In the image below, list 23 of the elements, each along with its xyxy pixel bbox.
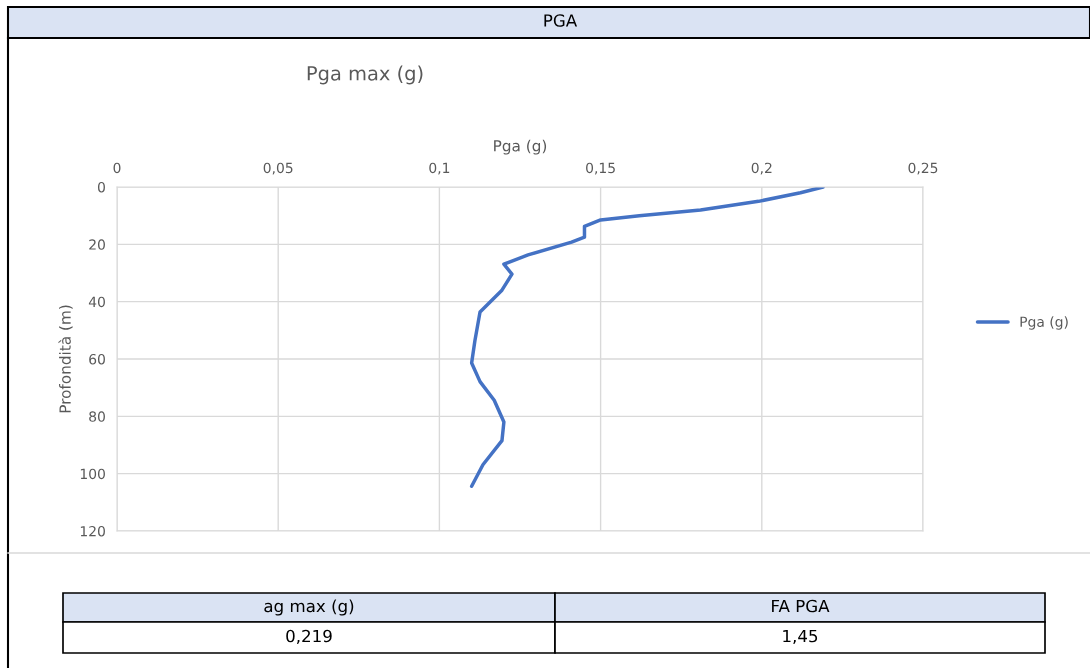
x-tick-label: 0,2 xyxy=(751,162,772,175)
y-tick-label: 120 xyxy=(80,525,105,537)
x-tick-label: 0,25 xyxy=(908,162,938,175)
y-tick-label: 100 xyxy=(80,468,105,480)
x-axis-title: Pga (g) xyxy=(494,139,547,155)
y-tick-label: 20 xyxy=(89,239,105,250)
x-tick-label: 0,15 xyxy=(586,162,615,175)
y-tick-label: 80 xyxy=(89,411,105,422)
chart-subtitle: Pga max (g) xyxy=(307,65,423,85)
y-tick-label: 60 xyxy=(89,353,105,365)
text: FA PGA xyxy=(772,599,830,613)
y-axis-title: Profondità (m) xyxy=(58,305,73,413)
x-tick-label: 0 xyxy=(113,162,121,174)
x-tick-label: 0,1 xyxy=(429,162,450,175)
text: 1,45 xyxy=(783,629,818,645)
x-tick-label: 0,05 xyxy=(263,162,293,175)
line-series xyxy=(469,187,825,489)
text: ag max (g) xyxy=(264,599,354,616)
y-tick-label: 0 xyxy=(97,181,105,193)
text: 0,219 xyxy=(286,629,332,645)
legend-label: Pga (g) xyxy=(1020,316,1068,330)
chart-title: PGA xyxy=(544,14,578,27)
y-tick-label: 40 xyxy=(88,296,105,308)
